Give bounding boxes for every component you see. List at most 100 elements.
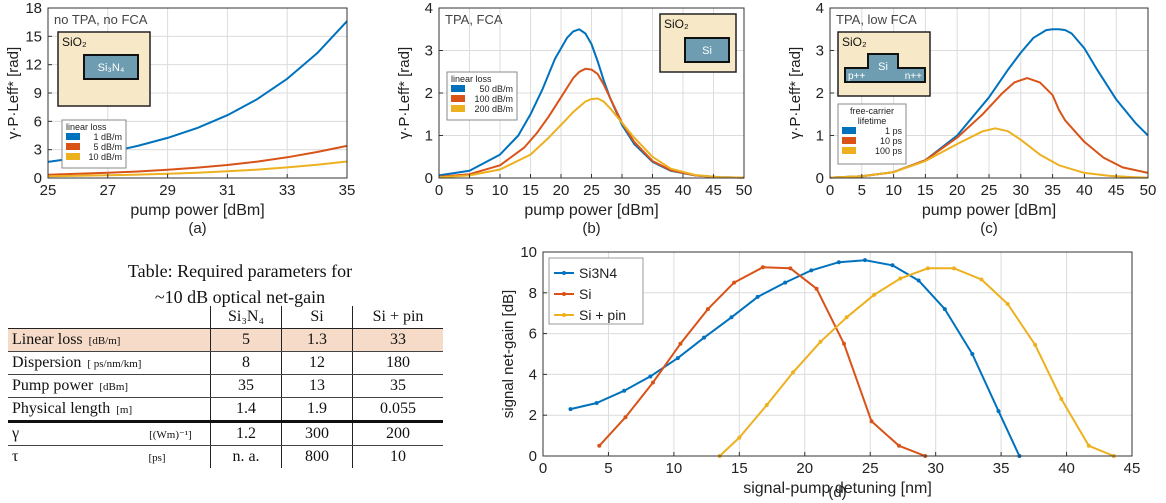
- data-point: [594, 400, 599, 405]
- legend-swatch: [842, 127, 856, 134]
- data-point: [790, 370, 795, 375]
- data-point: [760, 265, 765, 270]
- table-row-linear-loss: Linear loss [dB/m] 5 1.3 33: [8, 328, 443, 352]
- x-tick-label: 0: [435, 182, 443, 199]
- y-tick-label: 3: [425, 43, 433, 60]
- data-point: [809, 268, 814, 273]
- x-tick-label: 40: [1076, 182, 1093, 199]
- cell-value: 10: [352, 445, 443, 468]
- param-unit: [m]: [116, 404, 133, 416]
- legend-entry: 50 dB/m: [479, 84, 513, 94]
- x-tick-label: 25: [583, 182, 600, 199]
- param-name: γ: [12, 425, 20, 442]
- table-header-row: Si₃N₄ Si Si + pin: [8, 306, 443, 329]
- data-point: [755, 294, 760, 299]
- x-tick-label: 35: [644, 182, 661, 199]
- x-tick-label: 5: [858, 182, 866, 199]
- legend-entry: 100 ps: [875, 146, 903, 156]
- x-tick-label: 45: [705, 182, 722, 199]
- x-tick-label: 40: [1058, 460, 1075, 477]
- data-point: [1033, 342, 1038, 347]
- legend-entry: 10 dB/m: [88, 152, 122, 162]
- inset-core: [684, 37, 730, 63]
- data-point: [869, 419, 874, 424]
- y-tick-label: 4: [529, 366, 537, 383]
- data-point: [1086, 443, 1091, 448]
- panel-label: (d): [828, 484, 846, 501]
- data-point: [814, 286, 819, 291]
- param-unit: [(Wm)⁻¹]: [149, 429, 192, 441]
- x-tick-label: 10: [885, 182, 902, 199]
- x-tick-label: 40: [675, 182, 692, 199]
- series-line-b-1: [438, 67, 745, 179]
- x-tick-label: 30: [614, 182, 631, 199]
- param-unit: [ps]: [148, 452, 166, 464]
- inset-cladding-label: SiO₂: [664, 17, 689, 31]
- y-tick-label: 3: [34, 142, 42, 159]
- inset-rib-core: [844, 53, 926, 83]
- legend-entry: Si3N4: [579, 265, 617, 281]
- data-point: [996, 409, 1001, 414]
- y-tick-label: 2: [529, 407, 537, 424]
- legend-marker: [562, 271, 566, 275]
- y-tick-label: 6: [34, 113, 42, 130]
- legend-title: lifetime: [858, 116, 887, 126]
- x-tick-label: 0: [826, 182, 834, 199]
- data-point: [1005, 302, 1010, 307]
- x-tick-label: 27: [99, 182, 116, 199]
- data-point: [623, 415, 628, 420]
- data-point: [737, 435, 742, 440]
- y-tick-label: 1: [816, 128, 824, 145]
- x-tick-label: 35: [339, 182, 356, 199]
- cell-value: 1.3: [281, 328, 353, 352]
- legend-entry: 100 dB/m: [474, 94, 513, 104]
- data-point: [836, 260, 841, 265]
- x-tick-label: 45: [1108, 182, 1125, 199]
- data-point: [650, 380, 655, 385]
- row-label: Linear loss [dB/m]: [8, 328, 211, 352]
- data-point: [979, 277, 984, 282]
- table-row-gamma: γ [(Wm)⁻¹] 1.2 300 200: [8, 421, 443, 446]
- y-axis-label: γ·P·Leff* [rad]: [787, 47, 804, 139]
- x-tick-label: 30: [1012, 182, 1029, 199]
- cell-value: 1.4: [210, 397, 282, 423]
- y-tick-label: 9: [34, 85, 42, 102]
- x-tick-label: 10: [666, 460, 683, 477]
- param-unit: [ ps/nm/km]: [87, 358, 142, 370]
- data-point: [622, 388, 627, 393]
- legend-title: linear loss: [66, 122, 107, 132]
- y-tick-label: 15: [25, 28, 42, 45]
- legend-marker: [562, 313, 566, 317]
- cell-value: 33: [352, 328, 443, 352]
- legend-entry: 5 dB/m: [93, 142, 122, 152]
- inset-cladding-label: SiO₂: [62, 35, 87, 49]
- param-unit: [dBm]: [99, 381, 129, 393]
- y-axis-label: γ·P·Leff* [rad]: [396, 47, 413, 139]
- cell-value: 8: [210, 351, 282, 375]
- legend-entry: 1 dB/m: [93, 132, 122, 142]
- y-tick-label: 2: [425, 85, 433, 102]
- panel-label: (c): [980, 220, 998, 237]
- row-label: τ [ps]: [8, 446, 211, 469]
- y-tick-label: 0: [34, 170, 42, 187]
- cell-value: 300: [281, 421, 353, 446]
- param-name: τ: [12, 448, 19, 465]
- cell-value: 35: [210, 374, 282, 398]
- table-row-pump-power: Pump power [dBm] 35 13 35: [8, 374, 443, 398]
- inset-core-label: Si: [878, 61, 888, 73]
- parameters-table: Si₃N₄ Si Si + pin Linear loss [dB/m] 5 1.…: [8, 306, 443, 468]
- x-tick-label: 10: [492, 182, 509, 199]
- x-tick-label: 15: [731, 460, 748, 477]
- x-tick-label: 45: [1124, 460, 1141, 477]
- cell-value: 180: [352, 351, 443, 375]
- cell-value: 13: [281, 374, 353, 398]
- x-tick-label: 25: [862, 460, 879, 477]
- row-label: Pump power [dBm]: [8, 374, 211, 398]
- inset-core-label: Si₃N₄: [98, 62, 125, 74]
- y-tick-label: 12: [25, 57, 42, 74]
- cell-value: 1.2: [210, 421, 282, 446]
- x-tick-label: 20: [949, 182, 966, 199]
- legend-swatch: [451, 105, 465, 112]
- x-tick-label: 25: [40, 182, 57, 199]
- x-axis-label: pump power [dBm]: [524, 202, 658, 219]
